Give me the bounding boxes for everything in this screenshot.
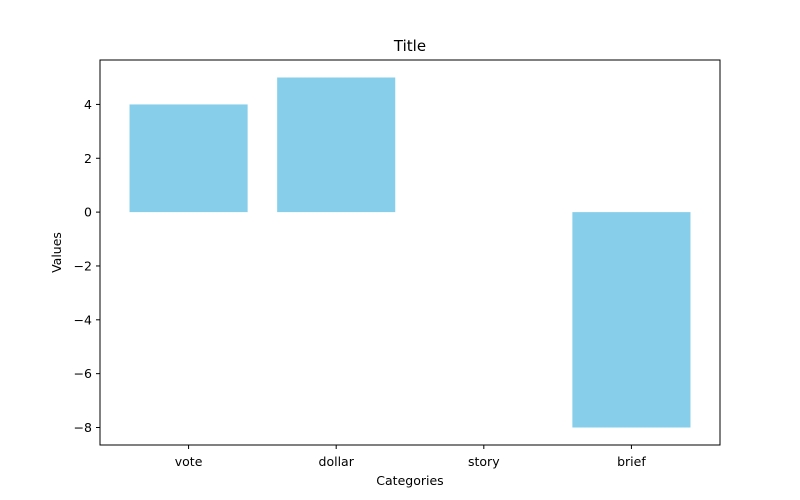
- y-tick-label: 4: [84, 97, 92, 112]
- bars-group: [129, 77, 691, 428]
- x-tick-label: dollar: [319, 454, 355, 469]
- y-axis: 4 2 0 −2 −4 −6 −8: [74, 97, 100, 435]
- bar-brief: [572, 212, 691, 428]
- chart-title: Title: [393, 37, 426, 55]
- x-tick-label: story: [468, 454, 500, 469]
- x-axis-label: Categories: [376, 473, 443, 488]
- bar-vote: [129, 104, 248, 213]
- x-tick-label: brief: [617, 454, 646, 469]
- y-tick-label: −6: [74, 366, 92, 381]
- x-axis: vote dollar story brief: [175, 445, 646, 469]
- y-tick-label: −2: [74, 258, 92, 273]
- x-tick-label: vote: [175, 454, 203, 469]
- y-tick-label: 2: [84, 151, 92, 166]
- y-tick-label: 0: [84, 205, 92, 220]
- y-tick-label: −8: [74, 420, 92, 435]
- plot-frame: [99, 59, 721, 446]
- bar-dollar: [277, 77, 396, 213]
- y-tick-label: −4: [74, 312, 92, 327]
- y-axis-label: Values: [49, 232, 64, 273]
